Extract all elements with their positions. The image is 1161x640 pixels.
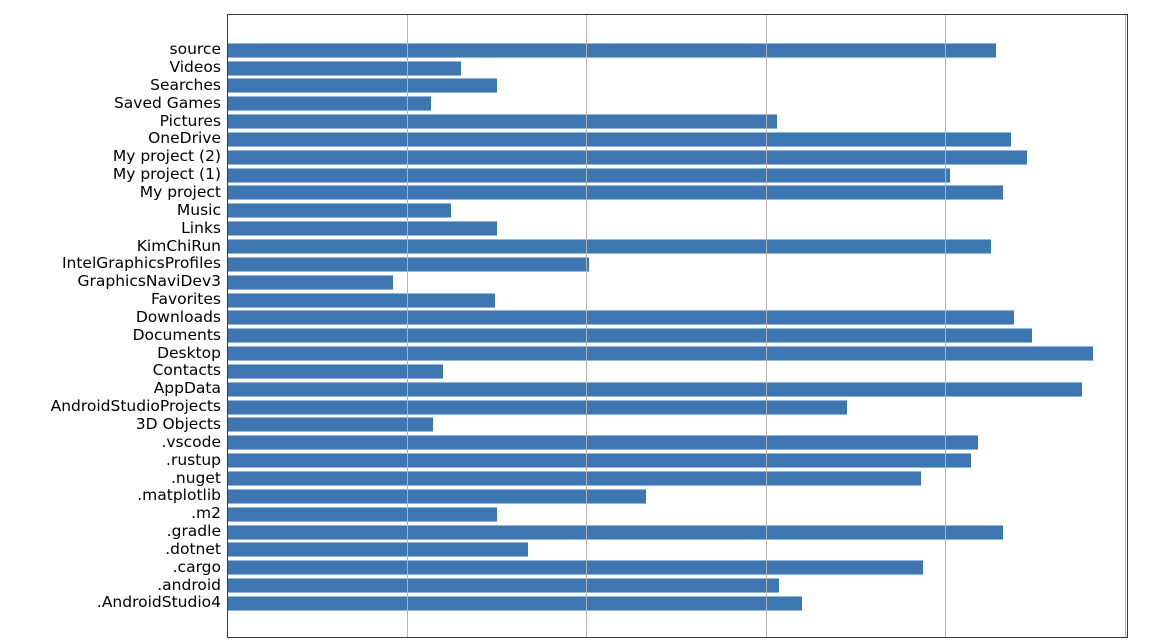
- bar: [228, 435, 979, 451]
- y-tick-label: .AndroidStudio4: [96, 593, 221, 612]
- plot-area: [227, 14, 1128, 638]
- y-tick-label: .gradle: [166, 522, 221, 541]
- y-tick-label: .m2: [191, 504, 221, 523]
- y-tick-label: Videos: [169, 58, 221, 77]
- x-gridline: [1124, 15, 1126, 637]
- y-tick-label: .nuget: [170, 468, 221, 487]
- y-tick-label: Searches: [150, 75, 221, 94]
- bar: [228, 131, 1011, 147]
- bar: [228, 595, 803, 611]
- y-tick-label: Downloads: [135, 307, 221, 326]
- y-tick-label: Links: [181, 218, 221, 237]
- bar: [228, 60, 462, 76]
- bar: [228, 274, 394, 290]
- y-tick-label: source: [169, 40, 221, 59]
- bar: [228, 542, 528, 558]
- bar: [228, 578, 779, 594]
- y-tick-label: Music: [176, 200, 221, 219]
- y-tick-label: 3D Objects: [135, 414, 221, 433]
- bar: [228, 221, 498, 237]
- bar: [228, 167, 950, 183]
- y-tick-label: .rustup: [166, 450, 221, 469]
- y-tick-label: OneDrive: [148, 129, 221, 148]
- bar: [228, 328, 1033, 344]
- y-tick-label: My project: [139, 182, 221, 201]
- y-tick-label: Pictures: [159, 111, 221, 130]
- bar: [228, 203, 451, 219]
- bar: [228, 42, 997, 58]
- y-tick-label: Favorites: [150, 290, 221, 309]
- bar: [228, 96, 431, 112]
- y-tick-label: My project (2): [112, 147, 221, 166]
- bar: [228, 524, 1004, 540]
- x-gridline: [406, 15, 408, 637]
- x-gridline: [586, 15, 588, 637]
- bar: [228, 399, 848, 415]
- y-tick-label: GraphicsNaviDev3: [77, 272, 221, 291]
- y-tick-label: .vscode: [161, 432, 221, 451]
- y-tick-label: .cargo: [172, 557, 221, 576]
- bar: [228, 239, 991, 254]
- y-tick-label: .matplotlib: [137, 486, 221, 505]
- bar: [228, 114, 778, 130]
- x-gridline: [765, 15, 767, 637]
- y-tick-label: My project (1): [112, 165, 221, 184]
- y-tick-label: KimChiRun: [136, 236, 221, 255]
- y-tick-label: .dotnet: [165, 539, 221, 558]
- bar: [228, 149, 1027, 165]
- bar: [228, 453, 972, 469]
- bar: [228, 363, 444, 379]
- y-tick-label: Contacts: [152, 361, 221, 380]
- bar: [228, 560, 923, 576]
- y-tick-label: AppData: [153, 379, 221, 398]
- bar: [228, 488, 647, 504]
- bar: [228, 78, 498, 94]
- bar: [228, 310, 1015, 326]
- y-tick-label: AndroidStudioProjects: [50, 397, 221, 416]
- y-tick-label: .android: [157, 575, 221, 594]
- y-tick-label: IntelGraphicsProfiles: [61, 254, 221, 273]
- x-gridline: [945, 15, 947, 637]
- y-tick-label: Documents: [132, 325, 221, 344]
- y-tick-label: Desktop: [157, 343, 221, 362]
- bar: [228, 346, 1094, 362]
- bar: [228, 417, 433, 433]
- bar: [228, 471, 921, 486]
- bar: [228, 256, 589, 272]
- y-tick-label: Saved Games: [113, 93, 221, 112]
- bar: [228, 292, 496, 308]
- bar: [228, 381, 1083, 397]
- bar: [228, 506, 498, 522]
- bar: [228, 185, 1004, 201]
